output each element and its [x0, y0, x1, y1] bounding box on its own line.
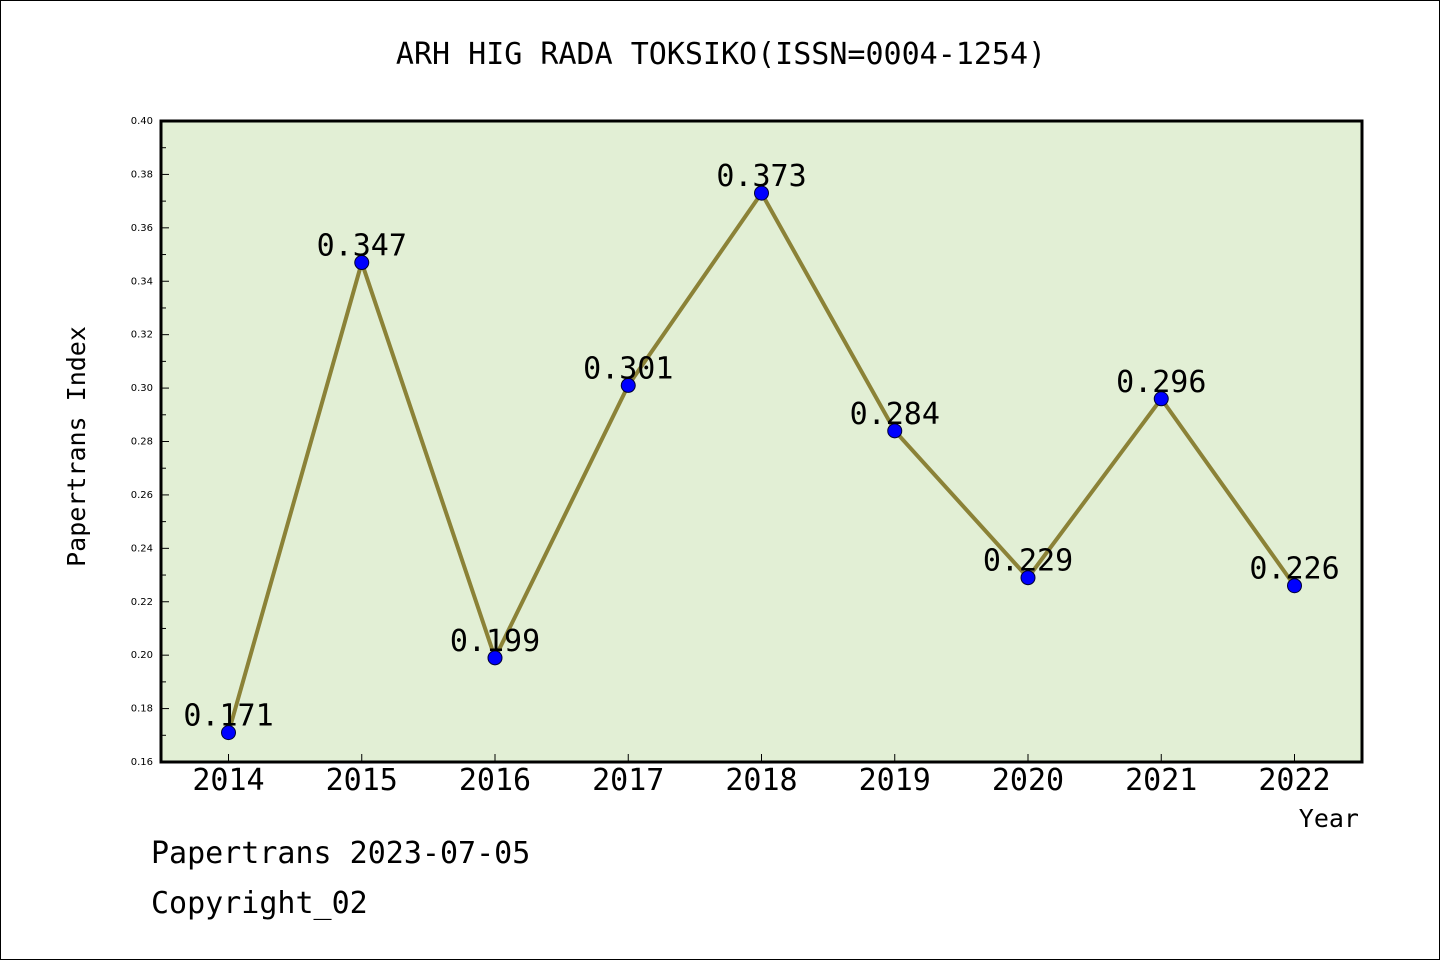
data-point — [221, 725, 236, 741]
chart-title: ARH HIG RADA TOKSIKO(ISSN=0004-1254) — [395, 37, 1047, 72]
y-tick-label: 0.30 — [131, 383, 153, 394]
x-tick-label: 2022 — [1258, 763, 1330, 798]
y-tick-label: 0.38 — [131, 169, 153, 180]
plot-border — [159, 119, 1364, 764]
plot-area — [161, 121, 1362, 762]
data-point — [1020, 570, 1036, 586]
data-point — [754, 185, 769, 201]
data-label: 0.171 — [183, 699, 273, 734]
y-tick-label: 0.22 — [131, 597, 153, 608]
y-tick-label: 0.32 — [131, 330, 153, 341]
data-point — [887, 423, 903, 439]
y-tick-label: 0.26 — [131, 490, 153, 501]
data-label: 0.347 — [317, 229, 407, 264]
x-tick-label: 2014 — [192, 763, 264, 798]
y-tick-label: 0.24 — [131, 543, 153, 554]
x-tick-label: 2015 — [326, 763, 398, 798]
x-tick-label: 2019 — [859, 763, 931, 798]
data-label: 0.229 — [983, 544, 1073, 579]
x-tick-label: 2017 — [592, 763, 664, 798]
x-axis-label: Year — [1299, 804, 1359, 833]
y-tick-label: 0.16 — [131, 757, 153, 768]
data-label: 0.284 — [850, 397, 940, 432]
data-point — [1287, 578, 1302, 594]
data-point — [620, 377, 636, 393]
data-point — [487, 650, 503, 666]
y-tick-label: 0.20 — [131, 650, 153, 661]
data-label: 0.199 — [450, 624, 540, 659]
x-tick-label: 2020 — [992, 763, 1064, 798]
x-tick-label: 2016 — [459, 763, 531, 798]
data-label: 0.226 — [1249, 552, 1339, 587]
y-tick-label: 0.18 — [131, 704, 153, 715]
y-tick-label: 0.34 — [131, 276, 153, 287]
x-tick-label: 2021 — [1125, 763, 1197, 798]
data-label: 0.301 — [583, 351, 673, 386]
data-label: 0.296 — [1116, 365, 1206, 400]
footer-date: Papertrans 2023-07-05 — [151, 836, 531, 871]
data-point — [1153, 391, 1169, 407]
y-tick-label: 0.40 — [131, 116, 153, 127]
y-tick-label: 0.36 — [131, 223, 153, 234]
footer-copyright: Copyright_02 — [151, 886, 368, 921]
x-tick-label: 2018 — [725, 763, 797, 798]
y-tick-label: 0.28 — [131, 437, 153, 448]
data-label: 0.373 — [716, 159, 806, 194]
y-axis-label: Papertrans Index — [62, 326, 91, 567]
data-point — [354, 255, 370, 271]
